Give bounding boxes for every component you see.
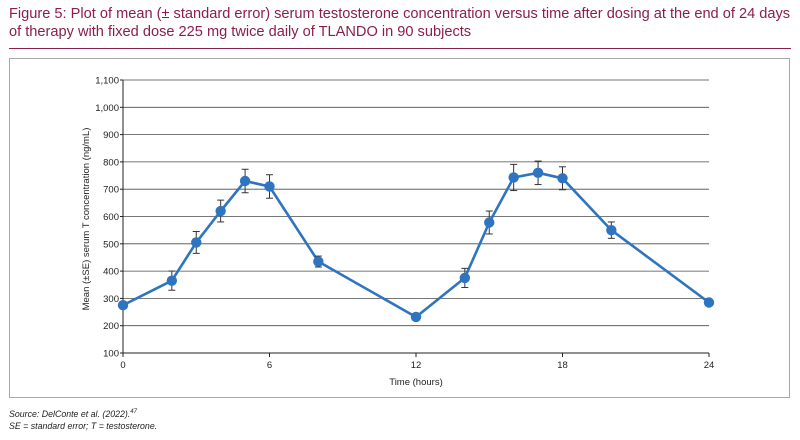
x-tick-label: 12 [411,360,422,371]
y-tick-label: 1,000 [95,103,119,114]
source-line: Source: DelConte et al. (2022).47 [9,406,157,420]
data-point [191,237,202,248]
figure-notes: Source: DelConte et al. (2022).47 SE = s… [9,406,157,432]
source-text: Source: DelConte et al. (2022). [9,408,131,419]
data-point [215,205,226,217]
y-tick-label: 900 [103,130,119,141]
x-tick-label: 6 [267,360,272,371]
data-point [166,275,178,286]
y-tick-label: 300 [103,294,119,305]
data-point [508,172,519,183]
y-axis-title: Mean (±SE) serum T concentration (ng/mL) [81,128,92,311]
figure-title: Figure 5: Plot of mean (± standard error… [9,6,791,40]
x-tick-label: 18 [557,360,568,371]
y-tick-label: 500 [103,239,119,250]
y-tick-label: 100 [103,349,119,360]
axes: 100 200 300 400 500 600 700 800 900 1,000 1,100 0 6 1… [95,76,714,372]
y-tick-label: 400 [103,267,119,278]
title-divider [9,48,791,49]
data-point [532,167,544,179]
gridlines [123,79,709,327]
data-point [410,311,422,323]
data-point [703,297,715,308]
data-point [459,272,471,284]
data-point [557,173,568,184]
data-point [239,175,251,187]
data-point [606,224,617,236]
y-tick-label: 800 [103,157,119,168]
data-point [117,300,129,311]
y-tick-label: 1,100 [95,76,119,87]
series-testosterone [117,160,715,323]
series-line [122,171,710,319]
data-point [313,256,324,267]
y-tick-label: 700 [103,185,119,196]
data-point [484,217,495,228]
y-tick-label: 200 [103,321,119,332]
x-tick-label: 0 [120,360,125,371]
data-point [264,181,275,192]
chart-frame [9,58,790,398]
y-tick-label: 600 [103,212,119,223]
abbreviations-line: SE = standard error; T = testosterone. [9,420,158,431]
x-tick-label: 24 [704,360,715,371]
x-axis-title: Time (hours) [389,377,443,388]
source-reference: 47 [130,409,137,415]
